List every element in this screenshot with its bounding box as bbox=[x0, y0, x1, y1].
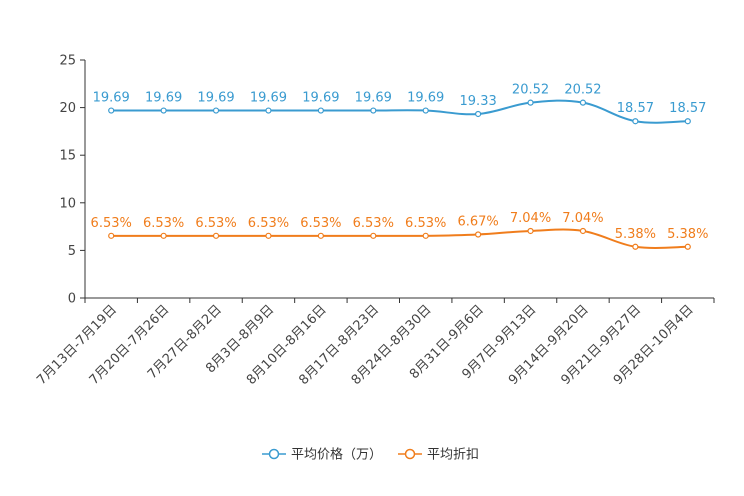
data-label: 18.57 bbox=[617, 101, 654, 116]
data-point bbox=[684, 243, 691, 250]
data-label: 19.69 bbox=[250, 91, 287, 106]
data-point bbox=[527, 227, 534, 235]
data-label: 19.69 bbox=[407, 91, 444, 106]
data-point bbox=[632, 243, 639, 250]
data-label: 6.53% bbox=[248, 216, 289, 231]
data-point bbox=[265, 107, 272, 114]
data-point bbox=[370, 107, 377, 114]
data-point bbox=[265, 232, 272, 239]
data-label: 6.53% bbox=[353, 216, 394, 231]
data-point bbox=[212, 107, 220, 114]
data-label: 5.38% bbox=[615, 227, 656, 242]
data-label: 19.69 bbox=[197, 91, 234, 106]
x-axis: 7月13日-7月19日7月20日-7月26日7月27日-8月2日8月3日-8月9… bbox=[34, 297, 715, 388]
legend-marker-icon bbox=[404, 448, 416, 460]
series-line bbox=[111, 99, 688, 124]
data-label: 7.04% bbox=[510, 211, 551, 226]
data-point bbox=[160, 232, 167, 239]
y-axis: 0 5 10 15 20 25 bbox=[59, 54, 86, 307]
data-point bbox=[579, 99, 587, 106]
data-label: 6.53% bbox=[143, 216, 184, 231]
legend-item-2[interactable]: 平均折扣 bbox=[398, 448, 479, 463]
series-1: 19.69 19.69 19.69 19.69 19.69 19.69 19.69 19.33… bbox=[93, 83, 706, 125]
data-label: 6.53% bbox=[91, 216, 132, 231]
data-point bbox=[108, 232, 115, 239]
data-point bbox=[422, 232, 429, 239]
data-point bbox=[108, 107, 115, 114]
data-label: 6.53% bbox=[300, 216, 341, 231]
legend[interactable]: 平均价格（万） 平均折扣 bbox=[262, 447, 479, 463]
data-point bbox=[317, 107, 324, 114]
y-tick-label: 25 bbox=[59, 54, 76, 69]
data-point bbox=[160, 107, 167, 114]
series-2: 6.53% 6.53% 6.53% 6.53% 6.53% 6.53% 6.53% 6.67%… bbox=[91, 211, 708, 250]
data-label: 20.52 bbox=[564, 83, 601, 98]
data-point bbox=[475, 231, 482, 238]
data-label: 6.53% bbox=[405, 216, 446, 231]
data-label: 19.69 bbox=[145, 91, 182, 106]
data-label: 19.69 bbox=[93, 91, 130, 106]
legend-item-1[interactable]: 平均价格（万） bbox=[262, 447, 382, 463]
data-point bbox=[527, 99, 534, 106]
data-point bbox=[475, 110, 482, 118]
y-tick-label: 0 bbox=[68, 292, 76, 307]
legend-marker-icon bbox=[268, 448, 280, 460]
data-point bbox=[684, 118, 691, 125]
data-label: 19.69 bbox=[302, 91, 339, 106]
data-point bbox=[579, 227, 587, 235]
legend-label: 平均折扣 bbox=[427, 448, 479, 463]
data-point bbox=[317, 232, 324, 239]
y-tick-label: 20 bbox=[59, 101, 76, 116]
series-line bbox=[111, 228, 688, 250]
data-point bbox=[212, 232, 220, 239]
data-label: 5.38% bbox=[667, 227, 708, 242]
data-label: 19.69 bbox=[355, 91, 392, 106]
data-point bbox=[370, 232, 377, 239]
y-tick-label: 10 bbox=[59, 196, 76, 211]
data-label: 18.57 bbox=[669, 101, 706, 116]
data-label: 6.67% bbox=[457, 215, 498, 230]
data-label: 20.52 bbox=[512, 83, 549, 98]
y-tick-label: 5 bbox=[68, 244, 76, 259]
data-point bbox=[632, 118, 639, 125]
legend-label: 平均价格（万） bbox=[291, 447, 382, 463]
data-label: 7.04% bbox=[562, 211, 603, 226]
data-point bbox=[422, 107, 429, 114]
data-label: 19.33 bbox=[460, 94, 497, 109]
data-label: 6.53% bbox=[195, 216, 236, 231]
series-layer: 19.69 19.69 19.69 19.69 19.69 19.69 19.69 19.33… bbox=[91, 83, 708, 250]
y-tick-label: 15 bbox=[59, 149, 76, 164]
